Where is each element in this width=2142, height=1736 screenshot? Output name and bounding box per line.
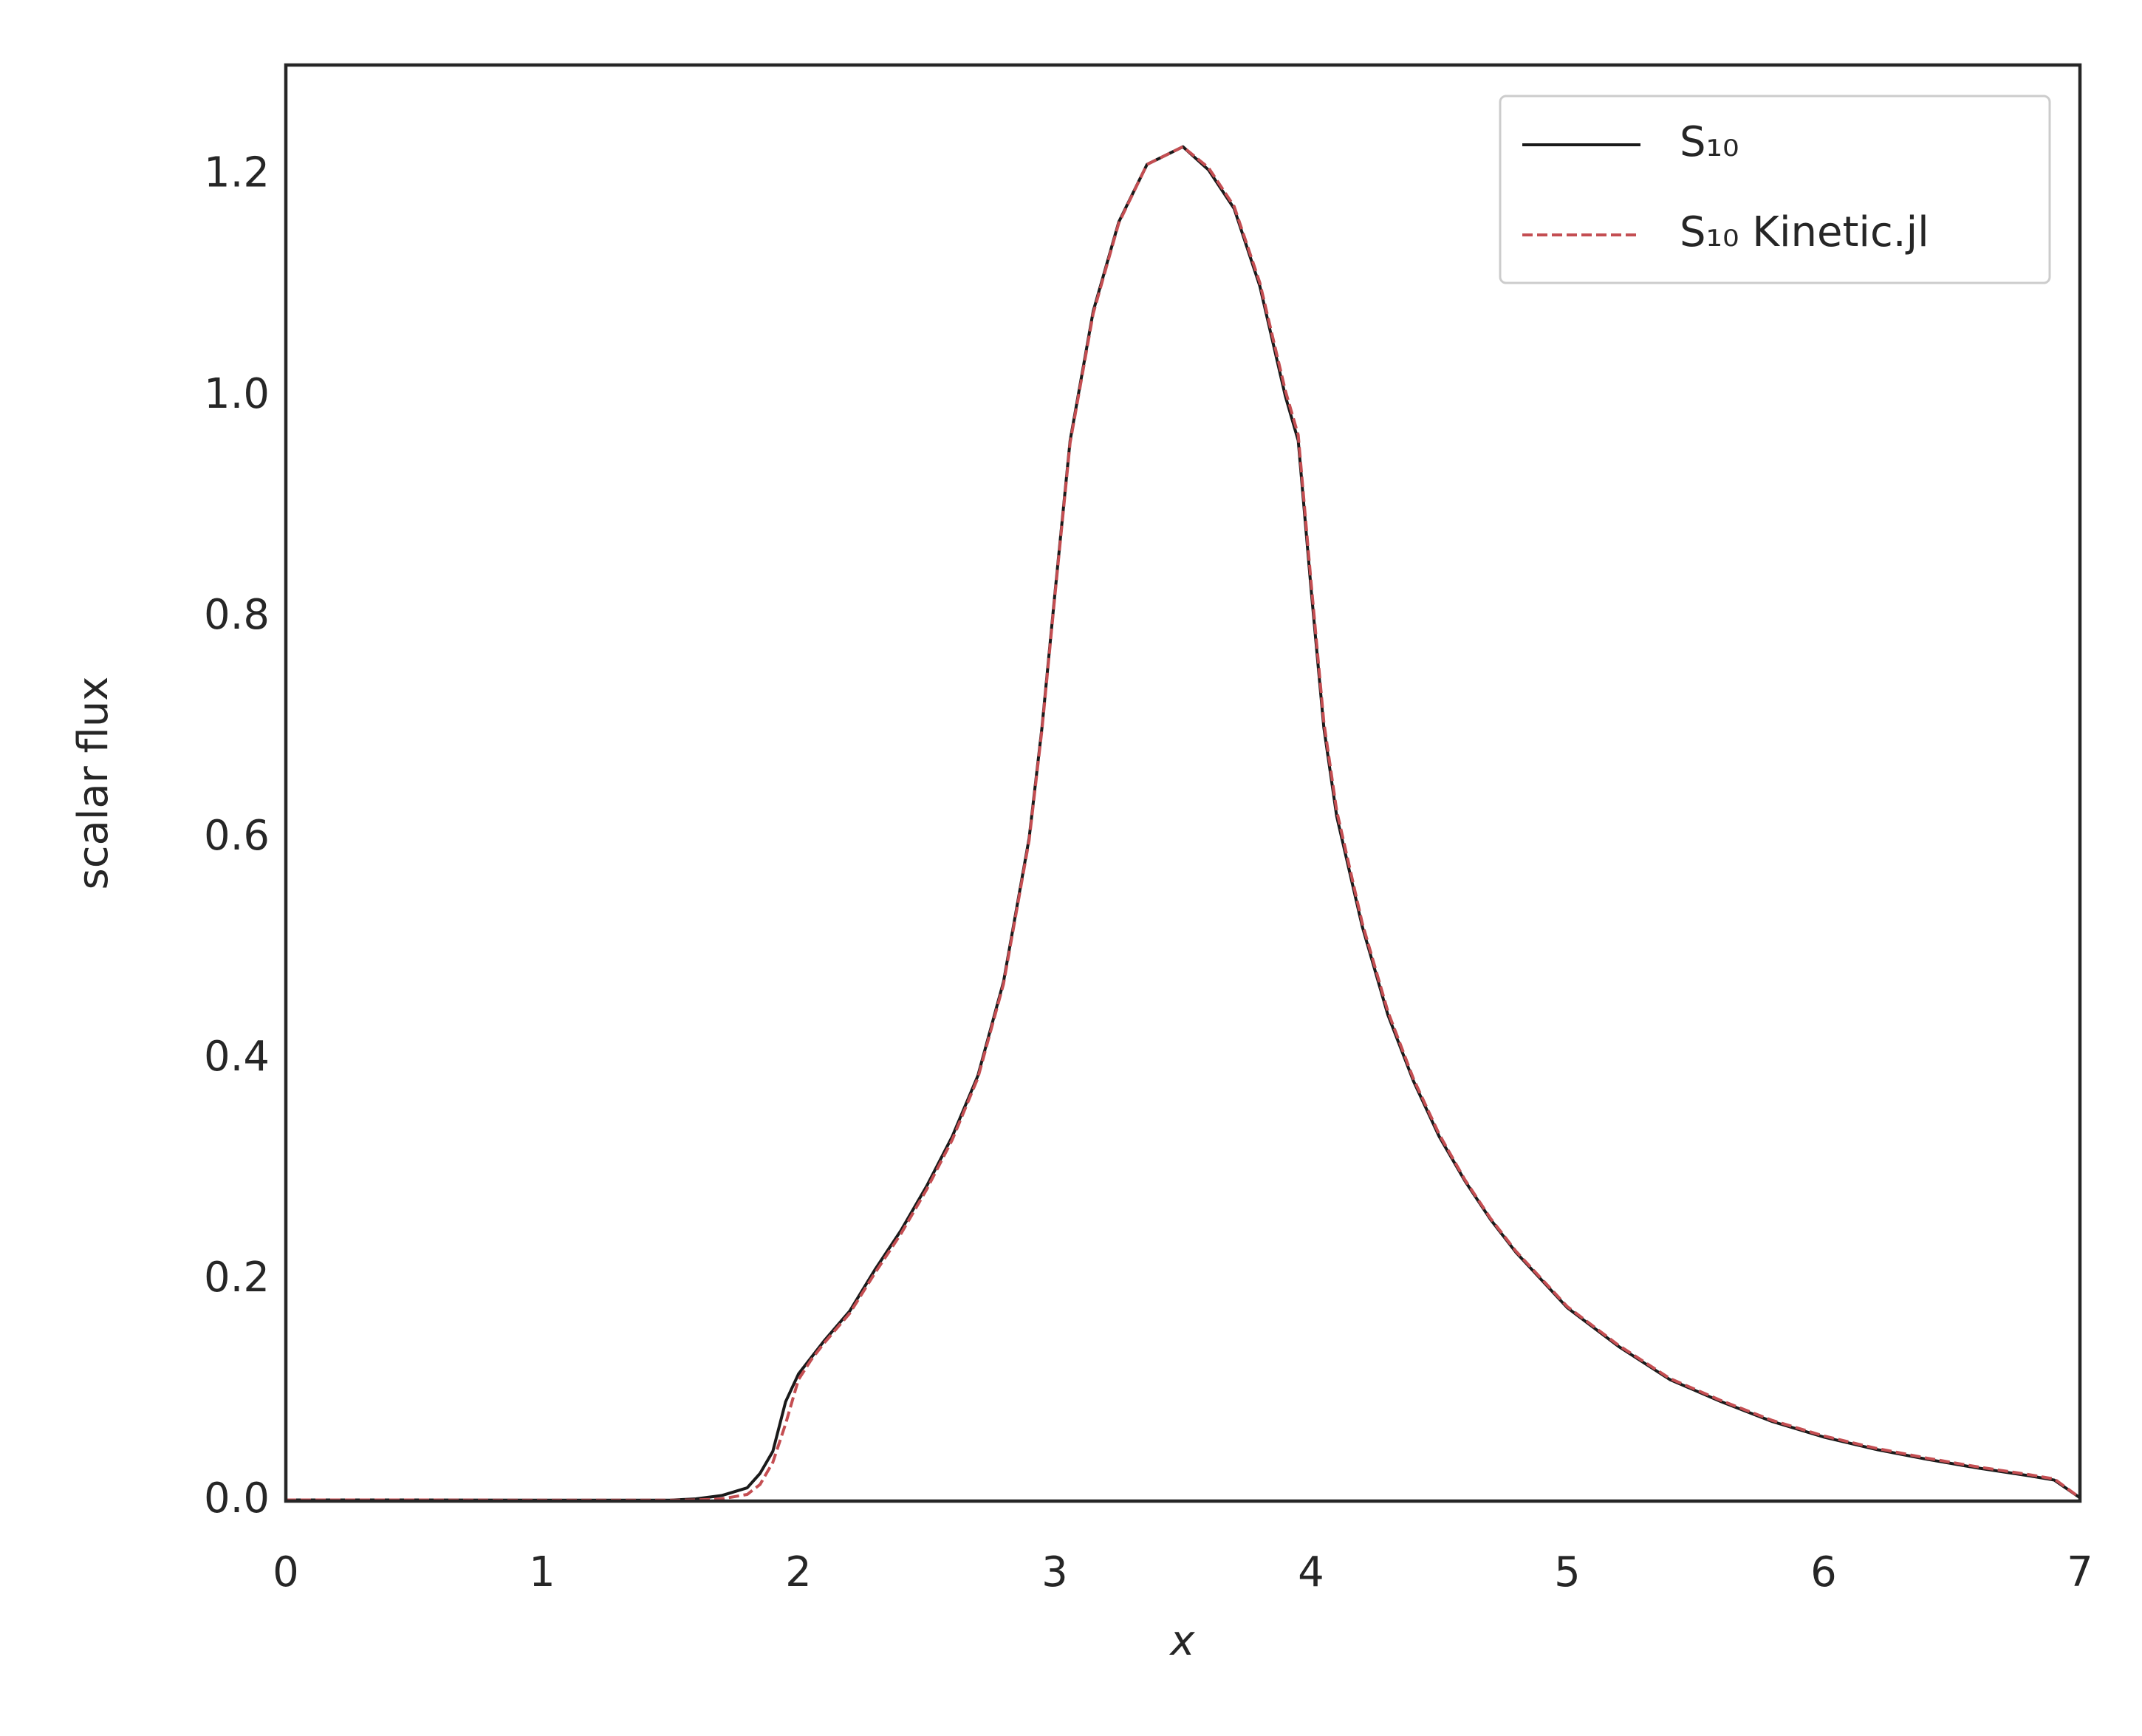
- line-series: [286, 145, 2081, 1502]
- y-tick-label: 1.2: [204, 149, 270, 197]
- x-tick-label: 6: [1810, 1548, 1837, 1596]
- x-tick-label: 5: [1554, 1548, 1581, 1596]
- y-tick-label: 0.8: [204, 591, 270, 639]
- x-tick-label: 1: [529, 1548, 555, 1596]
- plot-frame: [284, 63, 2082, 1503]
- y-tick-label: 0.6: [204, 812, 270, 860]
- x-axis-label: x: [1168, 1617, 1195, 1665]
- x-tick-label: 3: [1041, 1548, 1068, 1596]
- legend-label: S₁₀: [1680, 118, 1739, 166]
- y-tick-label: 0.0: [204, 1474, 270, 1523]
- y-tick-label: 0.2: [204, 1254, 270, 1302]
- x-tick-label: 2: [785, 1548, 812, 1596]
- x-tick-label: 0: [273, 1548, 299, 1596]
- x-tick-label: 4: [1298, 1548, 1324, 1596]
- y-axis-label: scalar flux: [69, 677, 117, 890]
- legend-box: [1499, 95, 2051, 284]
- y-tick-label: 1.0: [204, 370, 270, 418]
- y-tick-label: 0.4: [204, 1033, 270, 1081]
- x-tick-label: 7: [2067, 1548, 2093, 1596]
- line-series: [286, 145, 2081, 1502]
- legend-label: S₁₀ Kinetic.jl: [1680, 208, 1929, 256]
